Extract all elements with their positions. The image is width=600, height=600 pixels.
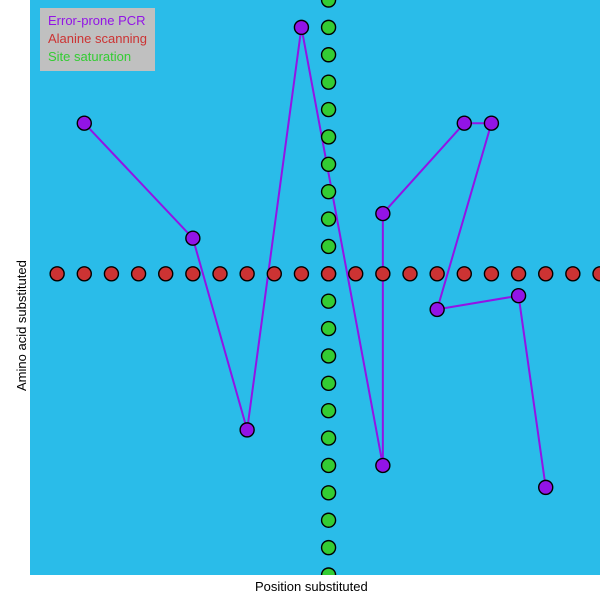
site-saturation-marker xyxy=(322,376,336,390)
alanine-scanning-marker xyxy=(539,267,553,281)
alanine-scanning-marker xyxy=(484,267,498,281)
site-saturation-marker xyxy=(322,541,336,555)
chart-container: Error-prone PCRAlanine scanningSite satu… xyxy=(0,0,600,600)
alanine-scanning-marker xyxy=(430,267,444,281)
site-saturation-marker xyxy=(322,431,336,445)
error-prone-pcr-marker xyxy=(484,116,498,130)
plot-area xyxy=(30,0,600,575)
site-saturation-marker xyxy=(322,103,336,117)
plot-svg xyxy=(30,0,600,575)
site-saturation-marker xyxy=(322,185,336,199)
error-prone-pcr-marker xyxy=(457,116,471,130)
site-saturation-marker xyxy=(322,75,336,89)
alanine-scanning-marker xyxy=(159,267,173,281)
alanine-scanning-marker xyxy=(267,267,281,281)
x-axis-label: Position substituted xyxy=(255,579,368,594)
legend-item: Error-prone PCR xyxy=(48,12,147,30)
site-saturation-marker xyxy=(322,20,336,34)
alanine-scanning-marker xyxy=(349,267,363,281)
alanine-scanning-marker xyxy=(322,267,336,281)
alanine-scanning-marker xyxy=(376,267,390,281)
site-saturation-marker xyxy=(322,239,336,253)
legend: Error-prone PCRAlanine scanningSite satu… xyxy=(40,8,155,71)
site-saturation-marker xyxy=(322,157,336,171)
site-saturation-marker xyxy=(322,513,336,527)
error-prone-pcr-marker xyxy=(430,302,444,316)
alanine-scanning-marker xyxy=(50,267,64,281)
legend-item: Alanine scanning xyxy=(48,30,147,48)
error-prone-pcr-marker xyxy=(539,480,553,494)
site-saturation-marker xyxy=(322,294,336,308)
error-prone-pcr-marker xyxy=(240,423,254,437)
alanine-scanning-marker xyxy=(132,267,146,281)
alanine-scanning-marker xyxy=(403,267,417,281)
alanine-scanning-marker xyxy=(566,267,580,281)
alanine-scanning-marker xyxy=(512,267,526,281)
legend-item: Site saturation xyxy=(48,48,147,66)
site-saturation-marker xyxy=(322,212,336,226)
error-prone-pcr-marker xyxy=(376,207,390,221)
site-saturation-marker xyxy=(322,404,336,418)
site-saturation-marker xyxy=(322,458,336,472)
alanine-scanning-marker xyxy=(213,267,227,281)
site-saturation-marker xyxy=(322,349,336,363)
alanine-scanning-marker xyxy=(294,267,308,281)
alanine-scanning-marker xyxy=(186,267,200,281)
error-prone-pcr-marker xyxy=(294,20,308,34)
alanine-scanning-marker xyxy=(457,267,471,281)
error-prone-pcr-marker xyxy=(376,458,390,472)
alanine-scanning-marker xyxy=(104,267,118,281)
error-prone-pcr-marker xyxy=(77,116,91,130)
error-prone-pcr-marker xyxy=(512,289,526,303)
site-saturation-marker xyxy=(322,48,336,62)
alanine-scanning-marker xyxy=(77,267,91,281)
alanine-scanning-marker xyxy=(240,267,254,281)
site-saturation-marker xyxy=(322,322,336,336)
site-saturation-marker xyxy=(322,130,336,144)
error-prone-pcr-marker xyxy=(186,231,200,245)
site-saturation-marker xyxy=(322,486,336,500)
y-axis-label: Amino acid substituted xyxy=(14,260,29,391)
